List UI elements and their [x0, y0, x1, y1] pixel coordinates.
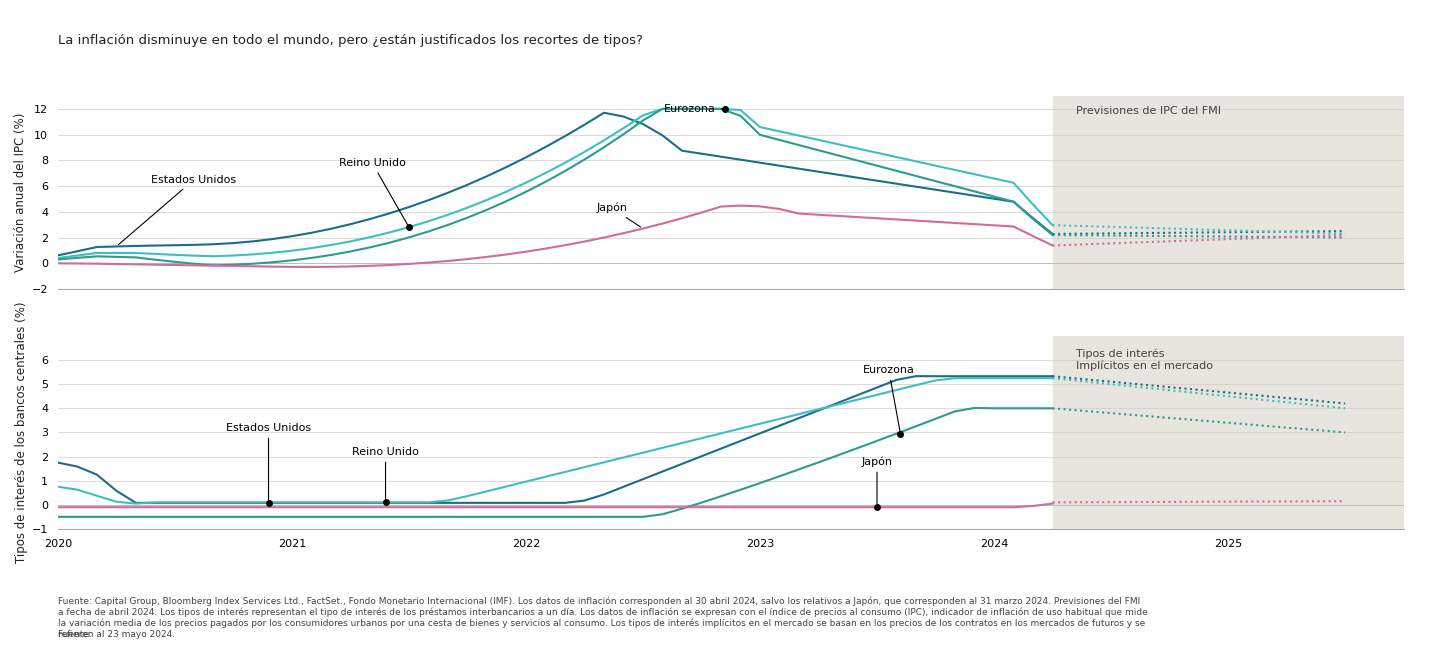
Text: Eurozona: Eurozona — [664, 104, 722, 114]
Text: Reino Unido: Reino Unido — [339, 158, 408, 224]
Bar — [1052, 336, 1415, 529]
Text: Japón: Japón — [861, 456, 893, 504]
Text: Estados Unidos: Estados Unidos — [119, 175, 237, 244]
Text: Eurozona: Eurozona — [862, 364, 915, 431]
Text: Japón: Japón — [596, 203, 641, 227]
Y-axis label: Tipos de interés de los bancos centrales (%): Tipos de interés de los bancos centrales… — [14, 302, 27, 563]
Text: Fuente:: Fuente: — [58, 630, 94, 639]
Text: Estados Unidos: Estados Unidos — [226, 422, 311, 500]
Text: Tipos de interés
Implícitos en el mercado: Tipos de interés Implícitos en el mercad… — [1077, 348, 1213, 371]
Bar — [1052, 96, 1415, 289]
Y-axis label: Variación anual del IPC (%): Variación anual del IPC (%) — [14, 113, 27, 272]
Text: Previsiones de IPC del FMI: Previsiones de IPC del FMI — [1077, 106, 1221, 116]
Text: La inflación disminuye en todo el mundo, pero ¿están justificados los recortes d: La inflación disminuye en todo el mundo,… — [58, 34, 642, 47]
Text: Fuente: Capital Group, Bloomberg Index Services Ltd., FactSet., Fondo Monetario : Fuente: Capital Group, Bloomberg Index S… — [58, 597, 1147, 639]
Text: Reino Unido: Reino Unido — [352, 447, 420, 500]
